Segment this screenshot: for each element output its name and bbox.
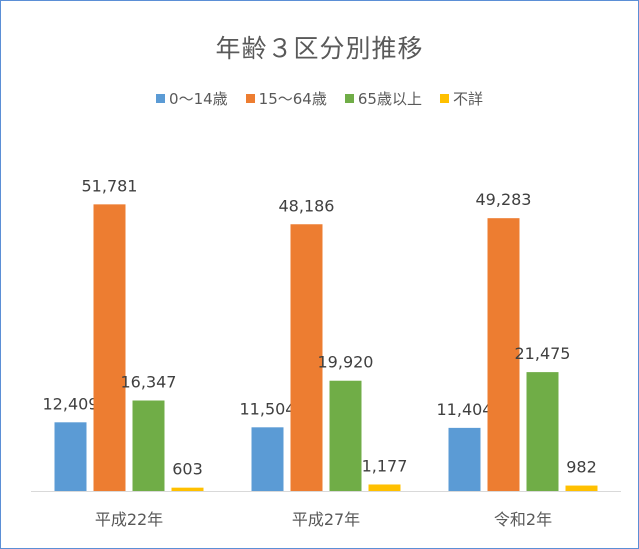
- legend-swatch: [156, 94, 166, 103]
- data-label: 21,475: [515, 344, 571, 363]
- bar: [290, 224, 323, 491]
- legend-swatch: [245, 94, 255, 103]
- bar: [132, 400, 165, 491]
- data-label: 49,283: [476, 190, 532, 209]
- legend-label: 不詳: [452, 90, 483, 108]
- legend-item: 15～64歳: [245, 88, 327, 109]
- bar: [565, 485, 598, 491]
- legend-item: 65歳以上: [344, 88, 422, 109]
- data-label: 11,404: [437, 400, 493, 419]
- bar: [368, 484, 401, 491]
- data-label: 1,177: [362, 456, 408, 475]
- bar: [251, 427, 284, 491]
- legend-swatch: [439, 94, 449, 103]
- chart-legend: 0～14歳 15～64歳 65歳以上 不詳: [1, 88, 638, 109]
- legend-label: 0～14歳: [169, 90, 228, 108]
- legend-item: 不詳: [439, 88, 483, 109]
- data-label: 19,920: [318, 353, 374, 372]
- data-label: 982: [566, 458, 597, 477]
- data-label: 51,781: [82, 176, 138, 195]
- bar: [171, 487, 204, 491]
- legend-label: 65歳以上: [357, 90, 422, 108]
- data-label: 11,504: [240, 399, 296, 418]
- legend-item: 0～14歳: [156, 88, 228, 109]
- data-label: 12,409: [43, 394, 99, 413]
- legend-swatch: [344, 94, 354, 103]
- category-label: 平成22年: [95, 510, 163, 529]
- category-label: 令和2年: [494, 510, 552, 529]
- data-label: 603: [172, 460, 203, 479]
- bar: [448, 427, 481, 491]
- bar: [54, 422, 87, 491]
- bar: [526, 372, 559, 491]
- bar: [329, 380, 362, 491]
- bar: [487, 218, 520, 491]
- legend-label: 15～64歳: [258, 90, 327, 108]
- category-label: 平成27年: [292, 510, 360, 529]
- data-label: 16,347: [121, 373, 177, 392]
- bar: [93, 204, 126, 492]
- data-label: 48,186: [279, 196, 335, 215]
- chart-title: 年齢３区分別推移: [215, 34, 424, 63]
